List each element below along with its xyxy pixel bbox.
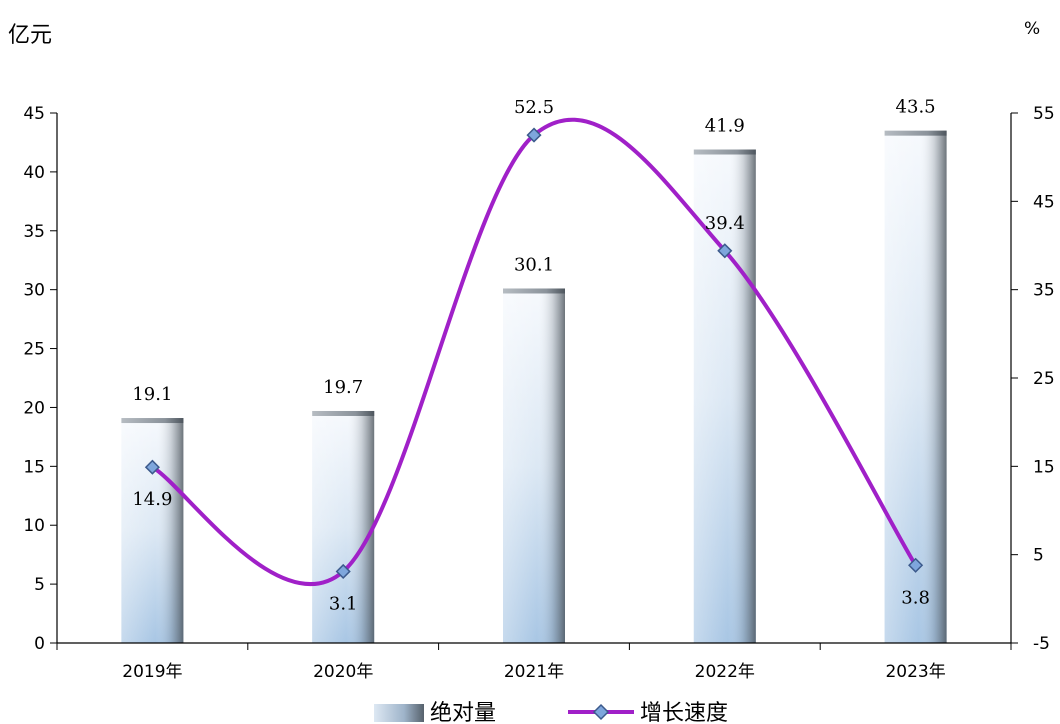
bar-value-label: 43.5 bbox=[896, 97, 936, 118]
legend-marker-icon bbox=[592, 703, 610, 721]
right-tick-label: 5 bbox=[1033, 546, 1044, 566]
growth-line bbox=[151, 117, 918, 587]
line-point-marker bbox=[908, 557, 924, 573]
labels-layer: 19.1 19.7 30.1 41.9 43.5 14.9 3.1 52.5 39.4 3.8 bbox=[132, 97, 935, 615]
legend-bar-swatch bbox=[374, 704, 424, 722]
left-tick-label: 0 bbox=[34, 634, 45, 654]
bar bbox=[121, 418, 184, 643]
line-point-marker bbox=[144, 459, 160, 475]
left-tick-label: 30 bbox=[23, 281, 45, 301]
bar-shade bbox=[884, 130, 947, 643]
bar-value-label: 41.9 bbox=[705, 116, 745, 137]
bar-value-label: 19.7 bbox=[323, 377, 363, 398]
line-point-marker bbox=[717, 243, 733, 259]
x-tick-label: 2022年 bbox=[695, 662, 755, 682]
bar-top bbox=[884, 130, 947, 136]
right-tick-label: -5 bbox=[1033, 634, 1050, 654]
left-tick-label: 10 bbox=[23, 516, 45, 536]
left-axis-unit: 亿元 bbox=[8, 23, 52, 48]
left-tick-label: 25 bbox=[23, 340, 45, 360]
bar-shade bbox=[503, 288, 565, 643]
line-value-label: 52.5 bbox=[514, 97, 554, 118]
bar bbox=[312, 410, 375, 643]
left-tick-label: 40 bbox=[23, 163, 45, 183]
right-tick-label: 35 bbox=[1033, 281, 1055, 301]
x-tick-label: 2020年 bbox=[313, 662, 373, 682]
line-value-label: 39.4 bbox=[705, 213, 745, 234]
axes-layer: 0 5 10 15 20 25 30 35 40 45 -5 5 15 25 35 45 55 2019年 2020… bbox=[23, 104, 1054, 682]
bar-top bbox=[503, 288, 565, 294]
bar-shade bbox=[693, 149, 756, 643]
right-tick-label: 25 bbox=[1033, 369, 1055, 389]
bar-shade bbox=[312, 410, 375, 643]
right-axis-unit: % bbox=[1024, 19, 1040, 39]
left-tick-label: 35 bbox=[23, 222, 45, 242]
left-tick-label: 5 bbox=[34, 575, 45, 595]
x-tick-label: 2019年 bbox=[122, 662, 182, 682]
legend-item-bar: 绝对量 bbox=[374, 701, 496, 724]
legend: 绝对量 增长速度 bbox=[374, 701, 728, 724]
bar-top bbox=[693, 149, 756, 155]
bar-value-label: 30.1 bbox=[514, 254, 554, 275]
bar bbox=[884, 130, 947, 643]
bar-value-label: 19.1 bbox=[132, 384, 172, 405]
legend-bar-label: 绝对量 bbox=[430, 701, 496, 724]
bar bbox=[503, 288, 565, 643]
bar-shade bbox=[121, 418, 184, 643]
bar-top bbox=[121, 418, 184, 424]
bars-layer bbox=[121, 130, 947, 643]
left-tick-label: 20 bbox=[23, 398, 45, 418]
line-value-label: 3.1 bbox=[329, 593, 358, 614]
left-tick-label: 45 bbox=[23, 104, 45, 124]
right-tick-label: 45 bbox=[1033, 192, 1055, 212]
line-layer bbox=[144, 117, 924, 587]
line-value-label: 14.9 bbox=[132, 489, 172, 510]
right-tick-label: 55 bbox=[1033, 104, 1055, 124]
bar bbox=[693, 149, 756, 643]
legend-item-line: 增长速度 bbox=[568, 701, 728, 724]
line-point-marker bbox=[335, 563, 351, 580]
line-value-label: 3.8 bbox=[901, 587, 930, 608]
x-tick-label: 2023年 bbox=[885, 662, 945, 682]
x-tick-label: 2021年 bbox=[504, 662, 564, 682]
left-tick-label: 15 bbox=[23, 457, 45, 477]
legend-line-label: 增长速度 bbox=[640, 701, 728, 724]
bar-top bbox=[312, 410, 375, 416]
right-tick-label: 15 bbox=[1033, 457, 1055, 477]
line-point-marker bbox=[526, 127, 542, 143]
